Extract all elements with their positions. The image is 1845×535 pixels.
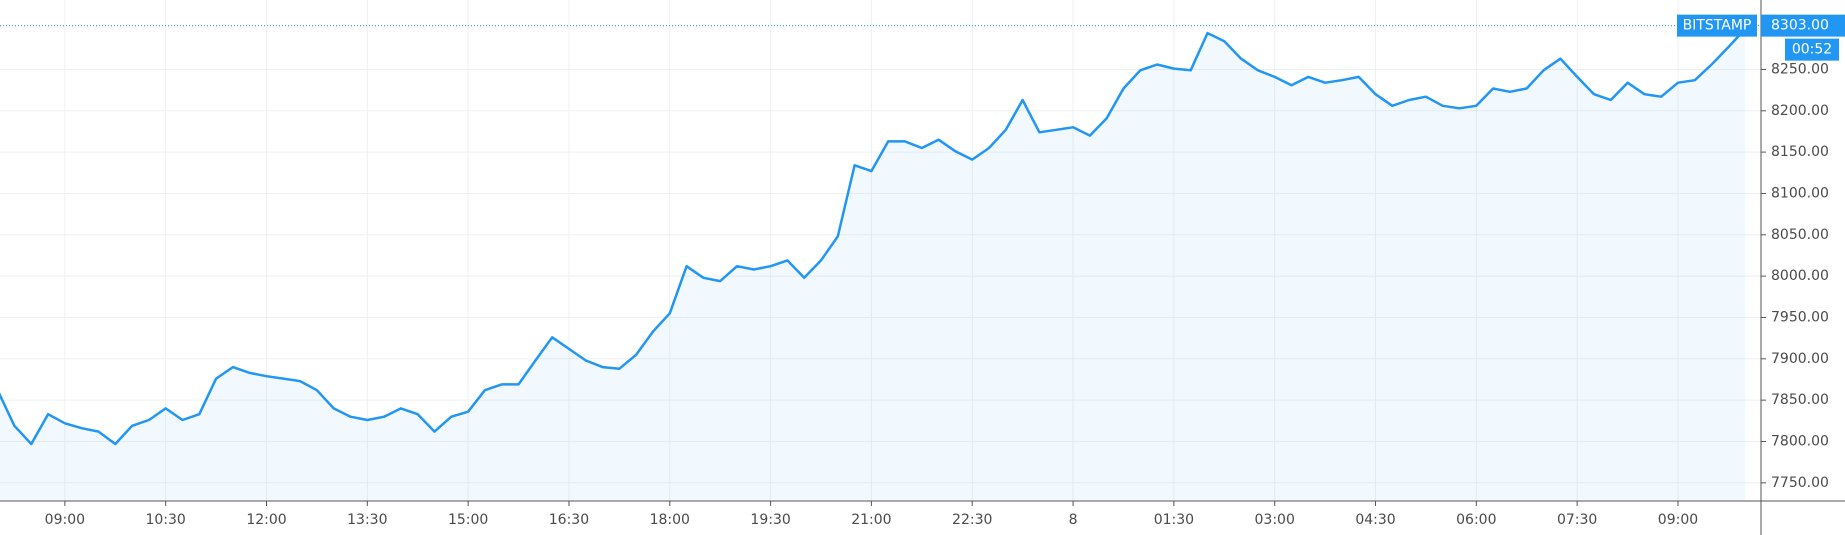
x-tick-label: 21:00 <box>851 512 891 528</box>
x-tick-label: 18:00 <box>650 512 690 528</box>
x-tick-label: 16:30 <box>549 512 589 528</box>
x-tick-label: 22:30 <box>952 512 992 528</box>
countdown: 00:52 <box>1792 42 1832 58</box>
x-tick-label: 07:30 <box>1557 512 1597 528</box>
area <box>0 28 1746 501</box>
y-tick-label: 7850.00 <box>1771 392 1829 408</box>
x-tick-label: 8 <box>1069 512 1078 528</box>
x-tick-label: 06:00 <box>1456 512 1496 528</box>
x-tick-label: 09:00 <box>45 512 85 528</box>
countdown-bg <box>1785 38 1839 61</box>
y-tick-label: 8100.00 <box>1771 185 1829 201</box>
last-price-tag: 8303.00 <box>1771 18 1829 34</box>
x-tick-label: 01:30 <box>1154 512 1194 528</box>
x-tick-label: 04:30 <box>1355 512 1395 528</box>
x-tick-label: 03:00 <box>1255 512 1295 528</box>
y-tick-label: 7800.00 <box>1771 433 1829 449</box>
y-tick-label: 7750.00 <box>1771 475 1829 491</box>
x-tick-label: 15:00 <box>448 512 488 528</box>
y-tick-label: 8200.00 <box>1771 103 1829 119</box>
source-tag-bg <box>1677 14 1757 37</box>
y-tick-label: 8250.00 <box>1771 61 1829 77</box>
x-tick-label: 12:00 <box>246 512 286 528</box>
x-tick-label: 13:30 <box>347 512 387 528</box>
price-line <box>0 28 1747 446</box>
y-tick-label: 7950.00 <box>1771 309 1829 325</box>
x-tick-label: 09:00 <box>1658 512 1698 528</box>
y-tick-label: 8050.00 <box>1771 227 1829 243</box>
x-tick-label: 19:30 <box>750 512 790 528</box>
y-tick-label: 7900.00 <box>1771 351 1829 367</box>
source-tag: BITSTAMP <box>1683 18 1752 34</box>
y-tick-label: 8150.00 <box>1771 144 1829 160</box>
last-price-tag-bg <box>1761 14 1845 37</box>
y-tick-label: 8000.00 <box>1771 268 1829 284</box>
x-tick-label: 10:30 <box>145 512 185 528</box>
